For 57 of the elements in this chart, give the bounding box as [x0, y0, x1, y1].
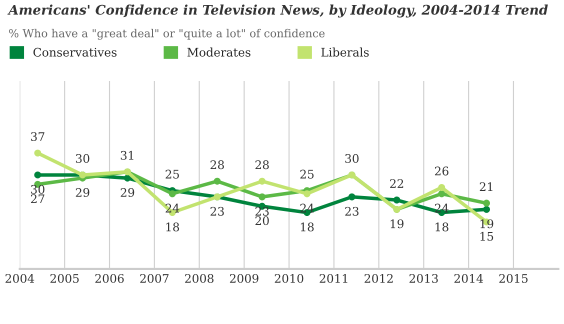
point: [393, 196, 400, 204]
data-label: 19: [390, 219, 404, 228]
x-tick-label: 2015: [499, 274, 528, 283]
data-label: 18: [300, 222, 314, 232]
point: [168, 190, 176, 198]
data-label: 30: [345, 154, 359, 163]
point: [438, 184, 446, 191]
x-tick-label: 2011: [320, 274, 348, 283]
data-label: 18: [436, 222, 448, 232]
point: [34, 171, 42, 178]
x-tick-label: 2006: [95, 274, 124, 283]
legend-label: Liberals: [321, 48, 369, 57]
data-label: 19: [480, 219, 494, 228]
data-label: 24: [166, 204, 180, 212]
point: [34, 150, 42, 157]
point: [124, 174, 131, 182]
point: [348, 193, 356, 200]
legend-label: Moderates: [187, 48, 250, 57]
data-label: 37: [31, 132, 44, 142]
data-label: 30: [31, 184, 44, 194]
data-label: 25: [300, 170, 314, 179]
data-label: 28: [210, 160, 224, 170]
x-tick-label: 2009: [230, 274, 258, 283]
data-label: 26: [434, 166, 448, 176]
data-label: 18: [166, 222, 180, 232]
x-tick-label: 2012: [364, 274, 393, 283]
data-label: 23: [255, 206, 269, 216]
data-label: 28: [255, 160, 269, 170]
x-tick-label: 2008: [185, 274, 214, 283]
data-label: 25: [166, 170, 179, 179]
x-tick-label: 2005: [50, 274, 79, 283]
x-tick-label: 2007: [140, 274, 169, 283]
point: [214, 178, 221, 185]
data-label: 23: [345, 206, 359, 216]
data-label: 21: [480, 182, 492, 191]
chart-subtitle: % Who have a "great deal" or "quite a lot" of confidence: [9, 28, 325, 40]
x-tick-label: 2013: [409, 274, 438, 283]
data-label: 23: [210, 206, 224, 216]
point: [438, 190, 446, 198]
point: [258, 178, 266, 185]
x-tick-label: 2014: [454, 274, 484, 283]
legend-label: Conservatives: [33, 48, 117, 57]
point: [483, 206, 490, 213]
data-label: 22: [390, 179, 404, 188]
x-tick-label: 2004: [6, 274, 34, 283]
point: [258, 193, 266, 200]
data-label: 30: [76, 154, 90, 163]
point: [483, 200, 490, 207]
chart-title: Americans' Confidence in Television News, by Ideology, 2004-2014 Trend: [7, 4, 548, 18]
data-label: 15: [480, 232, 494, 241]
data-label: 29: [120, 188, 134, 197]
x-tick-label: 2010: [274, 274, 304, 283]
data-label: 31: [120, 150, 134, 160]
data-label: 29: [76, 188, 90, 197]
data-label: 20: [255, 216, 269, 226]
data-label: 27: [30, 194, 44, 204]
point: [304, 190, 310, 198]
